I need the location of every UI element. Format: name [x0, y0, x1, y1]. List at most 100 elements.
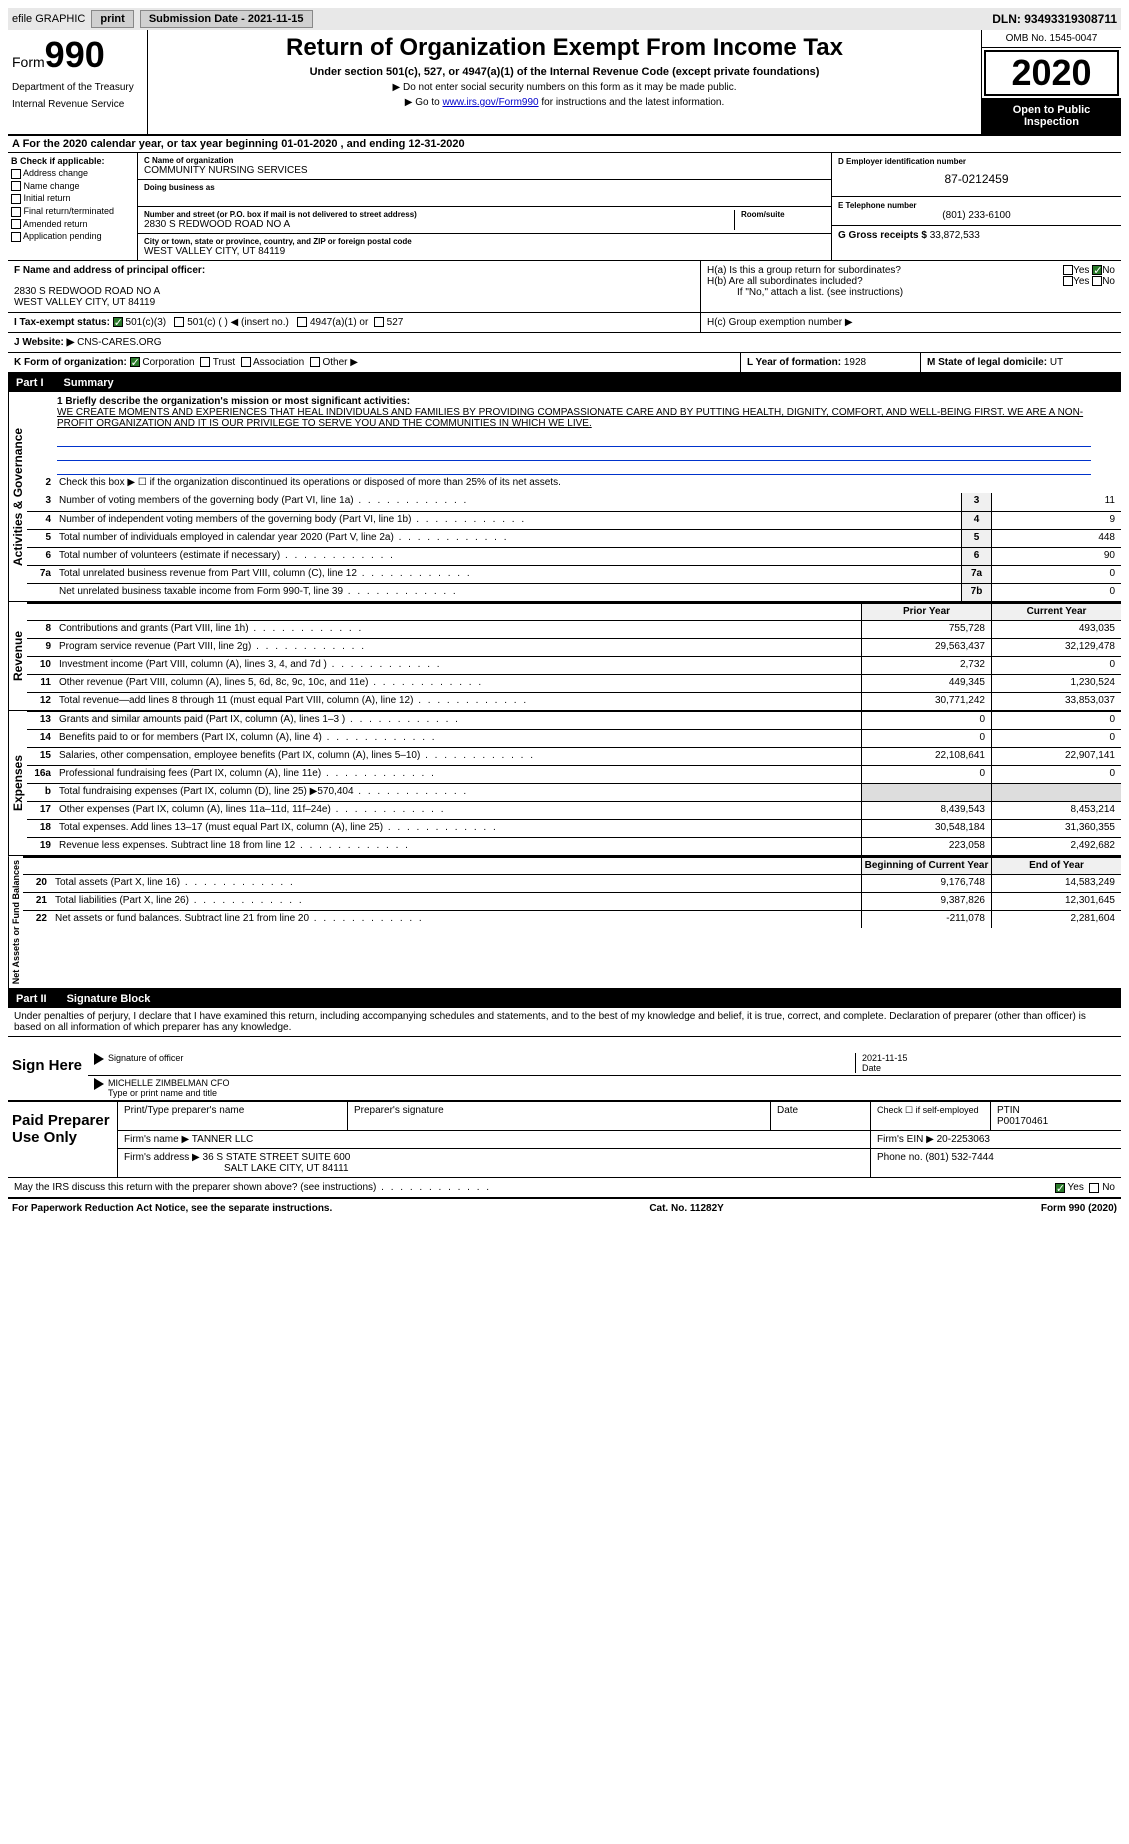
- dept-irs: Internal Revenue Service: [12, 99, 143, 110]
- part1-header: Part I Summary: [8, 374, 1121, 392]
- ssn-note: ▶ Do not enter social security numbers o…: [152, 82, 977, 93]
- chk-hb-yes[interactable]: [1063, 276, 1073, 286]
- arrow-icon: [94, 1053, 104, 1065]
- box-h: H(a) Is this a group return for subordin…: [701, 261, 1121, 312]
- mission-text: WE CREATE MOMENTS AND EXPERIENCES THAT H…: [57, 407, 1091, 429]
- summary-line: 21Total liabilities (Part X, line 26)9,3…: [23, 892, 1121, 910]
- arrow-icon: [94, 1078, 104, 1090]
- sig-declaration: Under penalties of perjury, I declare th…: [8, 1008, 1121, 1036]
- chk-501c3[interactable]: [113, 317, 123, 327]
- side-revenue: Revenue: [8, 602, 27, 710]
- chk-527[interactable]: [374, 317, 384, 327]
- chk-discuss-no[interactable]: [1089, 1183, 1099, 1193]
- print-button[interactable]: print: [91, 10, 133, 28]
- chk-amended[interactable]: [11, 219, 21, 229]
- ptin: P00170461: [997, 1116, 1115, 1127]
- dept-treasury: Department of the Treasury: [12, 82, 143, 93]
- paid-preparer-label: Paid Preparer Use Only: [8, 1102, 118, 1177]
- state-domicile: UT: [1050, 357, 1063, 368]
- line1-label: 1 Briefly describe the organization's mi…: [57, 396, 1091, 407]
- chk-trust[interactable]: [200, 357, 210, 367]
- org-name: COMMUNITY NURSING SERVICES: [144, 165, 825, 176]
- irs-link[interactable]: www.irs.gov/Form990: [442, 97, 538, 108]
- col-prior: Prior Year: [861, 604, 991, 620]
- firm-ein: 20-2253063: [937, 1134, 990, 1145]
- tax-year: 2020: [984, 50, 1119, 96]
- summary-line: 15Salaries, other compensation, employee…: [27, 747, 1121, 765]
- efile-label: efile GRAPHIC: [12, 13, 85, 25]
- summary-line: 12Total revenue—add lines 8 through 11 (…: [27, 692, 1121, 710]
- chk-4947[interactable]: [297, 317, 307, 327]
- summary-line: 11Other revenue (Part VIII, column (A), …: [27, 674, 1121, 692]
- chk-corp[interactable]: [130, 357, 140, 367]
- summary-line: bTotal fundraising expenses (Part IX, co…: [27, 783, 1121, 801]
- summary-line: 22Net assets or fund balances. Subtract …: [23, 910, 1121, 928]
- summary-line: 9Program service revenue (Part VIII, lin…: [27, 638, 1121, 656]
- firm-name: TANNER LLC: [192, 1134, 254, 1145]
- chk-501c[interactable]: [174, 317, 184, 327]
- page-footer: For Paperwork Reduction Act Notice, see …: [8, 1197, 1121, 1218]
- box-b: B Check if applicable: Address change Na…: [8, 153, 138, 260]
- chk-address-change[interactable]: [11, 169, 21, 179]
- sig-date: 2021-11-15: [862, 1053, 1115, 1063]
- line2: Check this box ▶ ☐ if the organization d…: [55, 475, 1121, 493]
- summary-line: 8Contributions and grants (Part VIII, li…: [27, 620, 1121, 638]
- box-i: I Tax-exempt status: 501(c)(3) 501(c) ( …: [8, 313, 701, 332]
- part2-header: Part II Signature Block: [8, 990, 1121, 1008]
- form-header: Form990 Department of the Treasury Inter…: [8, 30, 1121, 136]
- form-subtitle: Under section 501(c), 527, or 4947(a)(1)…: [152, 66, 977, 78]
- org-address: 2830 S REDWOOD ROAD NO A: [144, 219, 734, 230]
- chk-ha-yes[interactable]: [1063, 265, 1073, 275]
- form-label: Form: [12, 54, 45, 70]
- chk-initial-return[interactable]: [11, 194, 21, 204]
- summary-line: 4Number of independent voting members of…: [27, 511, 1121, 529]
- summary-line: 13Grants and similar amounts paid (Part …: [27, 711, 1121, 729]
- col-end: End of Year: [991, 858, 1121, 874]
- col-current: Current Year: [991, 604, 1121, 620]
- summary-line: Net unrelated business taxable income fr…: [27, 583, 1121, 601]
- website: CNS-CARES.ORG: [74, 337, 161, 348]
- side-netassets: Net Assets or Fund Balances: [8, 856, 23, 988]
- section-a-period: A For the 2020 calendar year, or tax yea…: [8, 136, 1121, 153]
- summary-line: 19Revenue less expenses. Subtract line 1…: [27, 837, 1121, 855]
- ein: 87-0212459: [838, 166, 1115, 192]
- chk-name-change[interactable]: [11, 181, 21, 191]
- topbar: efile GRAPHIC print Submission Date - 20…: [8, 8, 1121, 30]
- discuss-row: May the IRS discuss this return with the…: [8, 1177, 1121, 1197]
- org-city: WEST VALLEY CITY, UT 84119: [144, 246, 825, 257]
- box-k: K Form of organization: Corporation Trus…: [8, 353, 741, 372]
- side-activities-governance: Activities & Governance: [8, 392, 27, 601]
- chk-hb-no[interactable]: [1092, 276, 1102, 286]
- chk-other[interactable]: [310, 357, 320, 367]
- form-number: 990: [45, 34, 105, 75]
- chk-final-return[interactable]: [11, 207, 21, 217]
- firm-phone: (801) 532-7444: [925, 1152, 993, 1163]
- box-hc: H(c) Group exemption number ▶: [701, 313, 1121, 332]
- website-note: ▶ Go to www.irs.gov/Form990 for instruct…: [152, 97, 977, 108]
- side-expenses: Expenses: [8, 711, 27, 855]
- summary-line: 20Total assets (Part X, line 16)9,176,74…: [23, 874, 1121, 892]
- chk-assoc[interactable]: [241, 357, 251, 367]
- summary-line: 3Number of voting members of the governi…: [27, 493, 1121, 511]
- summary-line: 17Other expenses (Part IX, column (A), l…: [27, 801, 1121, 819]
- phone: (801) 233-6100: [838, 210, 1115, 221]
- summary-line: 16aProfessional fundraising fees (Part I…: [27, 765, 1121, 783]
- sign-here-label: Sign Here: [8, 1037, 88, 1100]
- chk-discuss-yes[interactable]: [1055, 1183, 1065, 1193]
- form-title: Return of Organization Exempt From Incom…: [152, 34, 977, 62]
- summary-line: 6Total number of volunteers (estimate if…: [27, 547, 1121, 565]
- officer-name: MICHELLE ZIMBELMAN CFO: [108, 1078, 230, 1088]
- summary-line: 18Total expenses. Add lines 13–17 (must …: [27, 819, 1121, 837]
- summary-line: 10Investment income (Part VIII, column (…: [27, 656, 1121, 674]
- omb-number: OMB No. 1545-0047: [982, 30, 1121, 48]
- info-boxes: B Check if applicable: Address change Na…: [8, 153, 1121, 261]
- submission-date-button[interactable]: Submission Date - 2021-11-15: [140, 10, 313, 28]
- summary-line: 5Total number of individuals employed in…: [27, 529, 1121, 547]
- chk-ha-no[interactable]: [1092, 265, 1102, 275]
- summary-line: 7aTotal unrelated business revenue from …: [27, 565, 1121, 583]
- summary-line: 14Benefits paid to or for members (Part …: [27, 729, 1121, 747]
- col-begin: Beginning of Current Year: [861, 858, 991, 874]
- firm-addr: 36 S STATE STREET SUITE 600: [203, 1152, 351, 1163]
- chk-app-pending[interactable]: [11, 232, 21, 242]
- box-f: F Name and address of principal officer:…: [8, 261, 701, 312]
